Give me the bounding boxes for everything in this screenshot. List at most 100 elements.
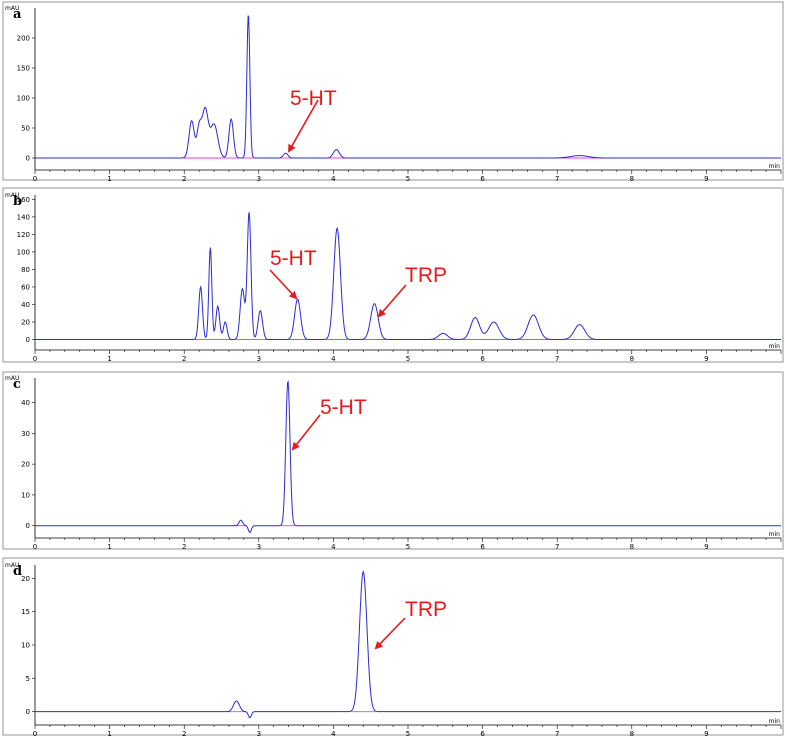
x-tick-label: 3 xyxy=(257,730,261,737)
signal-trace xyxy=(35,570,781,719)
panel-label: a xyxy=(13,7,22,22)
peak-annotation-label: 5-HT xyxy=(290,87,337,110)
y-tick-label: 20 xyxy=(21,575,30,583)
x-tick-label: 7 xyxy=(555,543,559,551)
x-tick-label: 2 xyxy=(182,543,186,551)
y-tick-label: 100 xyxy=(17,95,30,103)
panel-label: c xyxy=(13,377,21,392)
y-axis-unit-label: mAU xyxy=(5,5,19,12)
peak-annotation-label: TRP xyxy=(405,264,447,287)
y-tick-label: 10 xyxy=(21,491,30,499)
x-tick-label: 5 xyxy=(406,543,410,551)
annotation-arrow xyxy=(291,414,321,451)
x-tick-label: 7 xyxy=(555,175,559,183)
x-tick-label: 3 xyxy=(257,543,261,551)
y-tick-label: 0 xyxy=(26,708,30,716)
x-tick-label: 0 xyxy=(33,543,37,551)
x-tick-label: 4 xyxy=(331,543,336,551)
signal-trace xyxy=(35,380,781,534)
y-axis-unit-label: mAU xyxy=(5,192,19,199)
annotation-arrow xyxy=(288,99,319,153)
x-tick-label: 9 xyxy=(704,730,708,737)
panel-frame xyxy=(2,557,784,736)
y-tick-label: 10 xyxy=(21,642,30,650)
peak-annotation-label: TRP xyxy=(405,598,447,621)
y-axis-unit-label: mAU xyxy=(5,562,19,569)
y-tick-label: 50 xyxy=(21,125,30,133)
x-tick-label: 9 xyxy=(704,175,708,183)
x-tick-label: 9 xyxy=(704,355,708,363)
y-tick-label: 40 xyxy=(21,301,30,309)
y-tick-label: 200 xyxy=(17,35,30,43)
x-tick-label: 1 xyxy=(107,175,111,183)
x-tick-label: 8 xyxy=(630,175,634,183)
y-tick-label: 0 xyxy=(26,155,30,163)
y-tick-label: 5 xyxy=(26,675,30,683)
x-tick-label: 3 xyxy=(257,175,261,183)
y-tick-label: 120 xyxy=(17,231,30,239)
y-tick-label: 80 xyxy=(21,266,30,274)
chromatogram-panel-c: 0 10 20 30 40 mAU 0 1 2 3 4 5 6 7 8 9 min c 5-HT xyxy=(2,371,784,551)
x-tick-label: 5 xyxy=(406,730,410,737)
x-tick-label: 0 xyxy=(33,730,37,737)
chromatogram-panel-a: 0 50 100 150 200 mAU 0 1 2 3 4 5 6 7 8 9 min a 5-HT xyxy=(2,1,784,183)
x-tick-label: 9 xyxy=(704,543,708,551)
peak-annotation-label: 5-HT xyxy=(320,396,367,419)
x-axis-unit-label: min xyxy=(769,718,781,725)
x-tick-label: 1 xyxy=(107,355,111,363)
x-tick-label: 8 xyxy=(630,355,634,363)
x-tick-label: 6 xyxy=(480,175,485,183)
x-tick-label: 2 xyxy=(182,730,186,737)
x-tick-label: 6 xyxy=(480,543,485,551)
x-tick-label: 0 xyxy=(33,175,37,183)
x-tick-label: 1 xyxy=(107,730,111,737)
x-tick-label: 8 xyxy=(630,730,634,737)
y-tick-label: 30 xyxy=(21,430,30,438)
y-tick-label: 20 xyxy=(21,318,30,326)
x-axis-unit-label: min xyxy=(769,531,781,538)
peak-annotation-label: 5-HT xyxy=(270,247,317,270)
y-tick-label: 140 xyxy=(17,213,30,221)
annotation-arrow xyxy=(374,617,406,650)
panel-frame xyxy=(2,1,784,181)
x-tick-label: 7 xyxy=(555,730,559,737)
y-axis-unit-label: mAU xyxy=(5,375,19,382)
x-tick-label: 3 xyxy=(257,355,261,363)
annotation-arrow xyxy=(377,284,407,318)
x-tick-label: 6 xyxy=(480,730,485,737)
panel-frame xyxy=(2,187,784,363)
x-tick-label: 1 xyxy=(107,543,111,551)
signal-trace xyxy=(35,212,781,340)
x-tick-label: 8 xyxy=(630,543,634,551)
y-tick-label: 160 xyxy=(17,196,30,204)
x-axis-unit-label: min xyxy=(769,163,781,170)
y-tick-label: 150 xyxy=(17,65,30,73)
panel-label: d xyxy=(13,564,22,579)
x-tick-label: 4 xyxy=(331,175,336,183)
x-tick-label: 7 xyxy=(555,355,559,363)
y-tick-label: 40 xyxy=(21,399,30,407)
panel-frame xyxy=(2,371,784,550)
x-tick-label: 5 xyxy=(406,175,410,183)
y-tick-label: 15 xyxy=(21,608,30,616)
x-tick-label: 6 xyxy=(480,355,485,363)
signal-trace xyxy=(35,15,781,159)
x-tick-label: 0 xyxy=(33,355,37,363)
y-tick-label: 60 xyxy=(21,283,30,291)
annotation-arrow xyxy=(269,269,298,300)
x-tick-label: 2 xyxy=(182,355,186,363)
x-tick-label: 4 xyxy=(331,730,336,737)
x-axis-unit-label: min xyxy=(769,343,781,350)
x-tick-label: 2 xyxy=(182,175,186,183)
x-tick-label: 4 xyxy=(331,355,336,363)
y-tick-label: 0 xyxy=(26,522,30,530)
y-tick-label: 20 xyxy=(21,461,30,469)
panel-label: b xyxy=(13,194,22,209)
y-tick-label: 100 xyxy=(17,248,30,256)
x-tick-label: 5 xyxy=(406,355,410,363)
y-tick-label: 0 xyxy=(26,336,30,344)
